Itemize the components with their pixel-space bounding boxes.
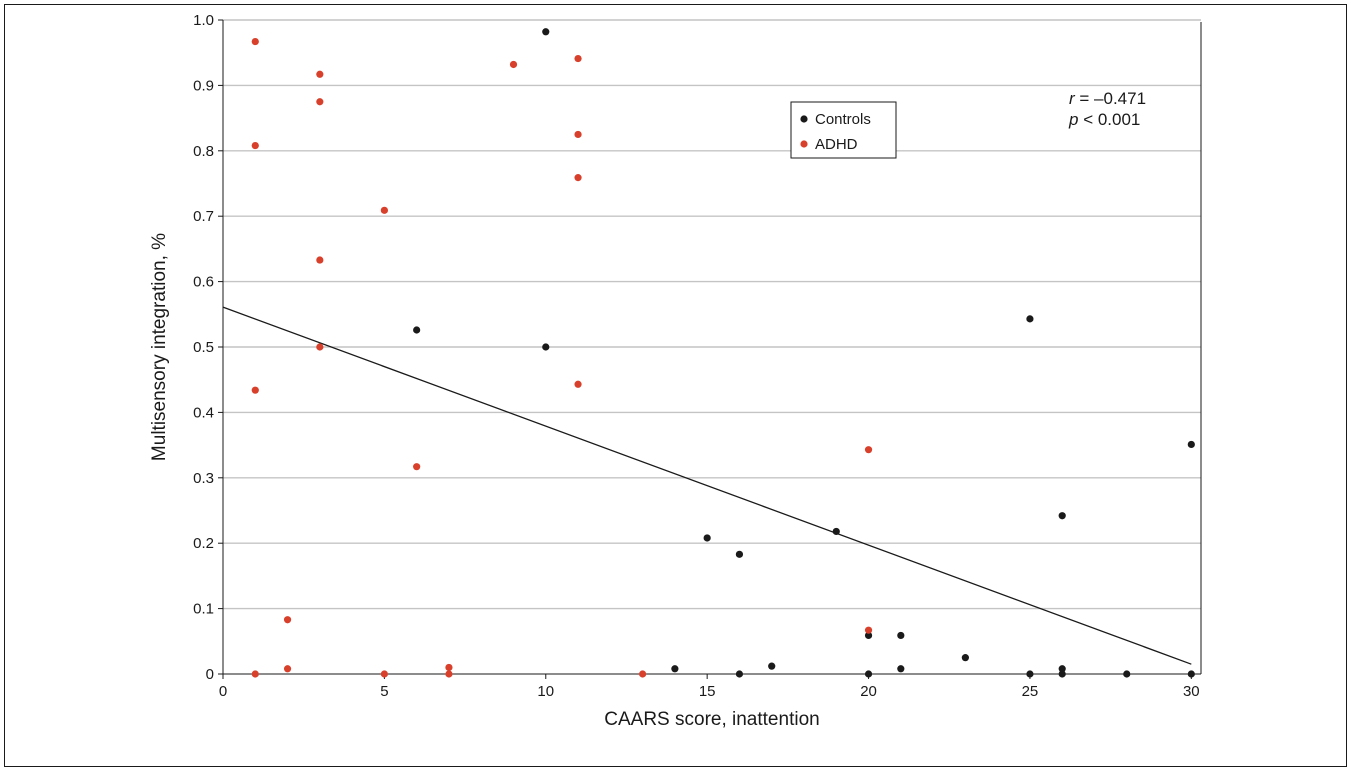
y-tick-label: 0.3 (193, 470, 214, 487)
data-point-controls (1026, 315, 1034, 323)
data-point-controls (832, 527, 840, 536)
regression-line (222, 306, 1192, 665)
data-point-controls (897, 665, 905, 673)
y-tick-label: 0.4 (193, 404, 214, 421)
data-point-controls (1026, 670, 1034, 678)
data-point-adhd (380, 206, 388, 214)
x-axis-title: CAARS score, inattention (604, 709, 819, 730)
x-tick-label: 10 (537, 683, 554, 700)
ticks (218, 19, 1192, 679)
data-point-adhd (639, 670, 647, 678)
legend: Controls ADHD (790, 101, 897, 159)
data-point-controls (1187, 440, 1195, 449)
data-point-controls (735, 550, 744, 558)
y-tick-label: 0.1 (193, 601, 214, 618)
y-tick-label: 0.8 (193, 143, 214, 160)
data-point-controls (671, 665, 679, 673)
statistics-annotation: r = –0.471 p < 0.001 (1068, 89, 1146, 129)
data-point-adhd (316, 256, 324, 264)
data-point-adhd (509, 60, 518, 69)
data-point-controls (542, 28, 550, 36)
data-point-adhd (445, 670, 453, 678)
data-point-adhd (316, 98, 324, 106)
x-tick-label: 25 (1022, 683, 1039, 700)
x-tick-label: 5 (380, 683, 388, 700)
data-point-adhd (251, 386, 259, 394)
y-tick-label: 1.0 (193, 12, 214, 29)
r-statistic: r = –0.471 (1069, 89, 1146, 108)
x-tick-label: 30 (1183, 683, 1200, 700)
data-point-adhd (251, 37, 259, 46)
scatter-chart: 0 0.1 0.2 0.3 0.4 0.5 0.6 0.7 0.8 0.9 1.0 0 5 10 15 20 2… (149, 12, 1202, 730)
legend-marker-adhd (800, 140, 808, 148)
data-point-controls (413, 326, 421, 334)
y-tick-label: 0 (206, 666, 214, 683)
r-value: = –0.471 (1075, 89, 1146, 108)
p-value: < 0.001 (1078, 110, 1140, 129)
data-point-adhd (574, 54, 582, 63)
data-points (251, 28, 1195, 678)
data-point-controls (1187, 670, 1195, 678)
y-tick-label: 0.2 (193, 535, 214, 552)
figure-frame: 0 0.1 0.2 0.3 0.4 0.5 0.6 0.7 0.8 0.9 1.0 0 5 10 15 20 2… (4, 4, 1347, 767)
y-axis-title: Multisensory integration, % (149, 233, 170, 461)
legend-label-controls: Controls (815, 111, 871, 128)
data-point-adhd (574, 380, 582, 388)
y-tick-label: 0.6 (193, 274, 214, 291)
data-point-controls (897, 631, 905, 640)
legend-label-adhd: ADHD (815, 136, 858, 153)
data-point-controls (542, 343, 550, 351)
legend-box (790, 101, 897, 159)
data-point-adhd (283, 665, 292, 673)
data-point-adhd (574, 174, 582, 182)
data-point-adhd (251, 141, 259, 150)
legend-marker-controls (800, 115, 808, 123)
data-point-controls (1058, 512, 1066, 520)
x-tick-label: 20 (860, 683, 877, 700)
data-point-controls (1058, 665, 1066, 673)
y-tick-label: 0.9 (193, 77, 214, 94)
data-point-adhd (283, 616, 292, 624)
gridlines (223, 19, 1201, 610)
data-point-adhd (316, 70, 324, 78)
p-statistic: p < 0.001 (1068, 110, 1140, 129)
data-point-adhd (380, 670, 388, 678)
data-point-controls (961, 654, 969, 662)
data-point-controls (1123, 670, 1131, 678)
y-tick-label: 0.5 (193, 339, 214, 356)
data-point-adhd (316, 343, 324, 351)
data-point-controls (864, 631, 873, 640)
data-point-adhd (864, 626, 873, 634)
tick-labels: 0 0.1 0.2 0.3 0.4 0.5 0.6 0.7 0.8 0.9 1.0 0 5 10 15 20 2… (193, 12, 1200, 700)
data-point-adhd (864, 446, 873, 454)
data-point-controls (864, 670, 873, 678)
data-point-controls (1058, 670, 1066, 678)
data-point-adhd (445, 663, 453, 672)
data-point-adhd (413, 463, 421, 471)
data-point-controls (768, 662, 776, 670)
p-label: p (1068, 110, 1078, 129)
y-tick-label: 0.7 (193, 208, 214, 225)
x-tick-label: 15 (699, 683, 716, 700)
data-point-adhd (574, 130, 582, 139)
r-label: r (1069, 89, 1076, 108)
data-point-controls (735, 670, 744, 678)
data-point-controls (703, 534, 711, 542)
data-point-adhd (251, 670, 259, 678)
x-tick-label: 0 (219, 683, 227, 700)
